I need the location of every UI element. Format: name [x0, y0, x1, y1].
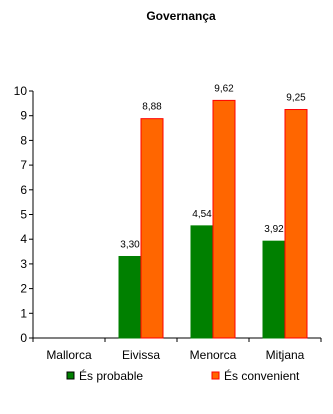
bar — [118, 255, 142, 339]
y-tick-label: 2 — [20, 282, 27, 296]
legend: És probable És convenient — [66, 368, 300, 383]
y-tick-label: 1 — [20, 306, 27, 320]
data-label: 3,92 — [264, 224, 284, 235]
data-label: 3,30 — [120, 239, 140, 250]
data-labels: 3,30 4,54 3,92 8,88 9,62 9,25 — [120, 83, 306, 250]
bar — [284, 109, 308, 339]
bar — [190, 225, 214, 339]
y-tick-label: 6 — [20, 183, 27, 197]
x-tick-label: Menorca — [190, 348, 237, 362]
data-label: 9,25 — [286, 93, 306, 104]
legend-swatch — [211, 371, 220, 380]
bar — [262, 240, 286, 339]
y-axis: 0 1 2 3 4 5 6 7 8 9 10 — [14, 84, 34, 345]
y-tick-label: 0 — [20, 331, 27, 345]
data-label: 4,54 — [192, 209, 212, 220]
bars — [118, 99, 308, 339]
y-tick-label: 7 — [20, 158, 27, 172]
x-axis: Mallorca Eivissa Menorca Mitjana — [32, 337, 322, 362]
x-tick-label: Mallorca — [46, 348, 92, 362]
bar — [140, 118, 164, 339]
y-tick-label: 4 — [20, 232, 27, 246]
y-tick-label: 8 — [20, 133, 27, 147]
y-tick-label: 5 — [20, 208, 27, 222]
legend-label: És probable — [79, 368, 143, 383]
y-tick-label: 10 — [14, 84, 28, 98]
y-tick-label: 9 — [20, 109, 27, 123]
legend-label: És convenient — [224, 368, 300, 383]
x-tick-label: Mitjana — [266, 348, 305, 362]
y-tick-label: 3 — [20, 257, 27, 271]
data-label: 9,62 — [214, 83, 234, 94]
x-tick-label: Eivissa — [122, 348, 160, 362]
data-label: 8,88 — [142, 102, 162, 113]
bar — [212, 99, 236, 339]
chart-title: Governança — [146, 9, 216, 23]
legend-swatch — [66, 371, 75, 380]
